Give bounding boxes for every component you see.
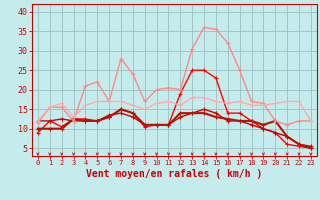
X-axis label: Vent moyen/en rafales ( km/h ): Vent moyen/en rafales ( km/h ) <box>86 169 262 179</box>
